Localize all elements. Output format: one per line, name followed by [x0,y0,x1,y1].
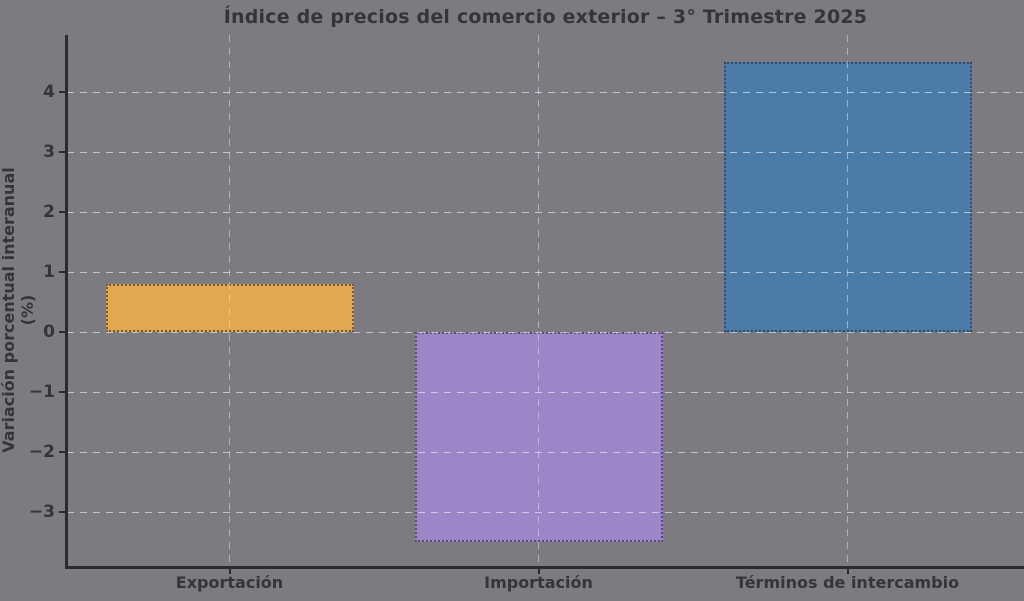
y-tick-mark [59,511,67,513]
x-tick-label: Términos de intercambio [735,573,960,592]
y-tick-label: −3 [28,502,55,522]
x-axis [65,566,1024,569]
y-tick-label: −1 [28,382,55,402]
y-tick-mark [59,151,67,153]
y-tick-mark [59,331,67,333]
v-gridline [847,35,848,566]
h-gridline [67,211,1024,213]
y-tick-label: 0 [43,322,55,342]
bar-importaci-n [414,332,663,542]
bar-t-rminos-de-intercambio [723,62,972,332]
y-axis [65,35,68,569]
h-gridline [67,511,1024,513]
x-tick-mark [228,569,231,574]
x-tick-label: Exportación [175,573,284,592]
y-tick-label: 2 [43,202,55,222]
y-tick-mark [59,211,67,213]
y-tick-label: 4 [43,82,55,102]
h-gridline [67,91,1024,93]
x-tick-label: Importación [484,573,593,592]
h-gridline [67,391,1024,393]
y-tick-mark [59,451,67,453]
x-tick-mark [537,569,540,574]
y-tick-mark [59,91,67,93]
x-tick-mark [846,569,849,574]
y-tick-label: −2 [28,442,55,462]
v-gridline [229,35,230,566]
h-gridline [67,451,1024,453]
y-tick-mark [59,271,67,273]
y-tick-mark [59,391,67,393]
h-gridline [67,331,1024,333]
h-gridline [67,271,1024,273]
y-tick-label: 3 [43,142,55,162]
bar-exportaci-n [105,284,354,332]
chart-title: Índice de precios del comercio exterior … [223,6,868,28]
v-gridline [538,35,539,566]
y-tick-label: 1 [43,262,55,282]
h-gridline [67,151,1024,153]
